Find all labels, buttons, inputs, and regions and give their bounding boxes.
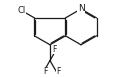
Text: F: F bbox=[52, 45, 56, 54]
Text: F: F bbox=[43, 67, 47, 76]
Text: Cl: Cl bbox=[17, 6, 25, 15]
Text: F: F bbox=[56, 67, 60, 76]
Text: N: N bbox=[77, 4, 84, 13]
